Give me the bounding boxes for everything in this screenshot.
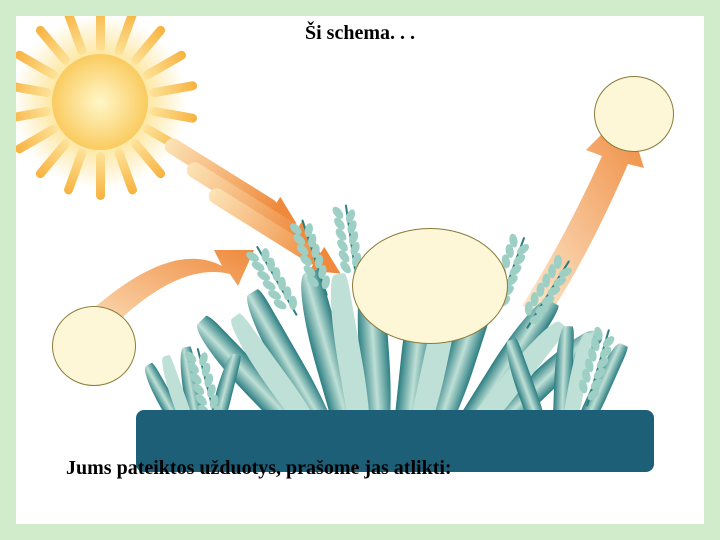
diagram-canvas: Ši schema. . . Jums pateiktos užduotys, … (16, 16, 704, 524)
top-right-bubble (594, 76, 674, 152)
center-bubble (352, 228, 508, 344)
footer-instruction: Jums pateiktos užduotys, prašome jas atl… (66, 457, 452, 480)
left-bubble (52, 306, 136, 386)
